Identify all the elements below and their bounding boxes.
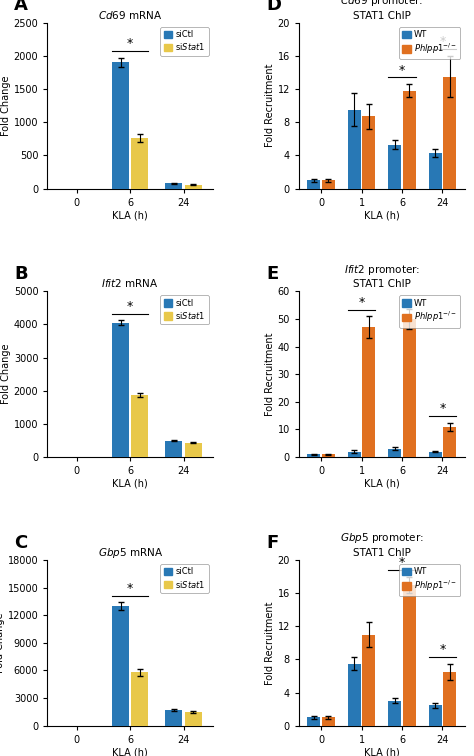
Text: *: * xyxy=(439,643,446,656)
Bar xyxy=(308,717,320,726)
Bar xyxy=(322,454,335,457)
Y-axis label: Fold Change: Fold Change xyxy=(0,612,5,673)
Bar xyxy=(308,454,320,457)
X-axis label: KLA (h): KLA (h) xyxy=(112,748,148,756)
Bar xyxy=(322,717,335,726)
X-axis label: KLA (h): KLA (h) xyxy=(364,748,400,756)
X-axis label: KLA (h): KLA (h) xyxy=(112,479,148,489)
Bar xyxy=(165,710,182,726)
Legend: WT, $\mathit{Phlpp1}^{-/-}$: WT, $\mathit{Phlpp1}^{-/-}$ xyxy=(399,27,460,59)
Title: $\mathit{Gbp5}$ promoter:
STAT1 ChIP: $\mathit{Gbp5}$ promoter: STAT1 ChIP xyxy=(340,531,424,558)
Y-axis label: Fold Change: Fold Change xyxy=(1,344,11,404)
Bar xyxy=(165,441,182,457)
X-axis label: KLA (h): KLA (h) xyxy=(112,210,148,220)
Text: *: * xyxy=(439,402,446,415)
Text: *: * xyxy=(127,37,133,51)
Bar xyxy=(403,319,416,457)
Text: E: E xyxy=(266,265,278,283)
Bar xyxy=(131,672,148,726)
Bar xyxy=(388,701,401,726)
Bar xyxy=(131,138,148,188)
Bar xyxy=(443,672,456,726)
Y-axis label: Fold Recruitment: Fold Recruitment xyxy=(265,64,275,147)
Text: *: * xyxy=(358,296,365,308)
Text: *: * xyxy=(399,64,405,76)
Title: $\mathit{Cd69}$ mRNA: $\mathit{Cd69}$ mRNA xyxy=(98,8,163,20)
X-axis label: KLA (h): KLA (h) xyxy=(364,479,400,489)
Bar xyxy=(443,426,456,457)
Title: $\mathit{Ifit2}$ mRNA: $\mathit{Ifit2}$ mRNA xyxy=(101,277,159,289)
Legend: WT, $\mathit{Phlpp1}^{-/-}$: WT, $\mathit{Phlpp1}^{-/-}$ xyxy=(399,296,460,327)
Legend: siCtl, si$\mathit{Stat1}$: siCtl, si$\mathit{Stat1}$ xyxy=(160,564,209,593)
Bar xyxy=(348,451,361,457)
Bar xyxy=(363,327,375,457)
Bar xyxy=(131,395,148,457)
Bar xyxy=(403,91,416,188)
Text: *: * xyxy=(127,582,133,595)
Text: C: C xyxy=(14,534,27,552)
Text: F: F xyxy=(266,534,278,552)
Bar xyxy=(388,144,401,188)
Bar xyxy=(112,323,129,457)
Title: $\mathit{Gbp5}$ mRNA: $\mathit{Gbp5}$ mRNA xyxy=(98,546,163,559)
Title: $\mathit{Cd69}$ promoter:
STAT1 ChIP: $\mathit{Cd69}$ promoter: STAT1 ChIP xyxy=(340,0,423,20)
Bar xyxy=(348,664,361,726)
Title: $\mathit{Ifit2}$ promoter:
STAT1 ChIP: $\mathit{Ifit2}$ promoter: STAT1 ChIP xyxy=(344,263,420,289)
Text: *: * xyxy=(439,36,446,48)
Bar xyxy=(185,185,202,188)
Bar xyxy=(165,183,182,188)
Y-axis label: Fold Recruitment: Fold Recruitment xyxy=(265,601,275,685)
Bar xyxy=(185,712,202,726)
Y-axis label: Fold Recruitment: Fold Recruitment xyxy=(265,333,275,416)
Text: *: * xyxy=(127,299,133,313)
Legend: siCtl, si$\mathit{Stat1}$: siCtl, si$\mathit{Stat1}$ xyxy=(160,27,209,56)
Legend: siCtl, si$\mathit{Stat1}$: siCtl, si$\mathit{Stat1}$ xyxy=(160,296,209,324)
Bar xyxy=(308,180,320,188)
Text: *: * xyxy=(399,556,405,569)
Bar xyxy=(428,451,441,457)
Bar xyxy=(348,110,361,188)
Bar xyxy=(112,63,129,188)
Text: D: D xyxy=(266,0,281,14)
Text: A: A xyxy=(14,0,28,14)
Bar xyxy=(322,180,335,188)
Bar xyxy=(428,705,441,726)
Bar xyxy=(363,116,375,188)
Y-axis label: Fold Change: Fold Change xyxy=(1,76,11,136)
Text: B: B xyxy=(14,265,28,283)
Bar xyxy=(363,634,375,726)
Bar xyxy=(443,76,456,188)
Legend: WT, $\mathit{Phlpp1}^{-/-}$: WT, $\mathit{Phlpp1}^{-/-}$ xyxy=(399,564,460,596)
Bar xyxy=(112,606,129,726)
Bar xyxy=(403,585,416,726)
X-axis label: KLA (h): KLA (h) xyxy=(364,210,400,220)
Bar xyxy=(185,443,202,457)
Bar xyxy=(428,153,441,188)
Bar xyxy=(388,449,401,457)
